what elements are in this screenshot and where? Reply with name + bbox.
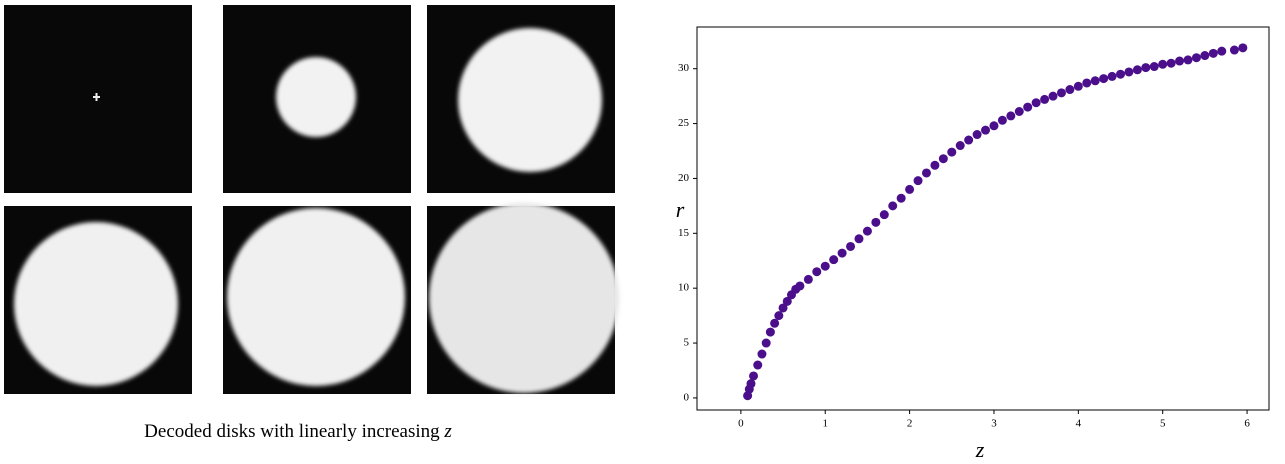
scatter-point <box>1056 88 1066 98</box>
scatter-point <box>1048 91 1058 101</box>
scatter-point <box>774 311 784 321</box>
scatter-point <box>1175 56 1185 66</box>
scatter-point <box>854 234 864 244</box>
x-tick-label: 3 <box>991 418 997 430</box>
scatter-point <box>921 168 931 178</box>
scatter-point <box>1065 85 1075 95</box>
scatter-point <box>1014 107 1024 117</box>
scatter-point <box>812 267 822 277</box>
scatter-point <box>778 303 788 313</box>
y-tick-label: 20 <box>678 172 690 184</box>
scatter-point <box>1208 48 1218 58</box>
scatter-point <box>989 121 999 131</box>
image-1 <box>4 5 192 193</box>
y-axis-label: r <box>676 197 685 222</box>
y-tick-label: 15 <box>678 227 690 239</box>
scatter-point <box>1132 65 1142 75</box>
x-tick-label: 0 <box>738 418 744 430</box>
scatter-point <box>871 217 881 227</box>
scatter-point <box>1229 45 1239 55</box>
scatter-point <box>905 184 915 194</box>
scatter-point <box>896 193 906 203</box>
scatter-point <box>981 125 991 135</box>
scatter-point <box>1141 63 1151 73</box>
scatter-point <box>746 379 756 389</box>
scatter-point <box>846 241 856 251</box>
scatter-point <box>913 176 923 186</box>
scatter-point <box>749 371 759 381</box>
scatter-point <box>879 210 889 220</box>
scatter-point <box>782 296 792 306</box>
scatter-point <box>964 135 974 145</box>
scatter-point <box>862 226 872 236</box>
scatter-point <box>795 281 805 291</box>
scatter-point <box>1031 98 1041 108</box>
y-tick-label: 30 <box>678 62 690 74</box>
scatter-point <box>938 154 948 164</box>
scatter-point <box>1183 55 1193 65</box>
scatter-point <box>955 141 965 151</box>
scatter-point <box>761 338 771 348</box>
scatter-point <box>1006 111 1016 121</box>
disk-2 <box>276 57 356 137</box>
scatter-point <box>1149 62 1159 72</box>
scatter-point <box>1082 78 1092 88</box>
scatter-point <box>1040 94 1050 104</box>
decoded-images <box>4 5 619 394</box>
plot-frame <box>696 26 1270 411</box>
x-tick-label: 6 <box>1244 418 1250 430</box>
disk-6 <box>429 203 619 393</box>
scatter-point <box>757 349 767 359</box>
y-tick-label: 0 <box>684 391 690 403</box>
scatter-point <box>829 255 839 265</box>
y-tick-label: 5 <box>684 337 690 349</box>
scatter-point <box>837 248 847 258</box>
x-tick-label: 4 <box>1076 418 1082 430</box>
scatter-point <box>803 274 813 284</box>
caption-variable: z <box>443 421 452 442</box>
scatter-point <box>947 147 957 157</box>
scatter-point <box>1099 74 1109 84</box>
scatter-point <box>753 360 763 370</box>
scatter-point <box>1073 81 1083 91</box>
caption: Decoded disks with linearly increasing z <box>144 421 452 442</box>
disk-1 <box>93 93 100 101</box>
scatter-point <box>1090 76 1100 86</box>
scatter-point <box>972 130 982 140</box>
disk-3 <box>458 28 602 172</box>
y-tick-label: 10 <box>678 282 690 294</box>
y-tick-label: 25 <box>678 117 690 129</box>
scatter-point <box>1200 51 1210 61</box>
scatter-point <box>1107 71 1117 81</box>
x-tick-label: 1 <box>822 418 828 430</box>
scatter-point <box>1238 43 1248 53</box>
scatter-point <box>765 327 775 337</box>
x-axis-label: z <box>975 437 985 462</box>
x-tick-label: 5 <box>1160 418 1166 430</box>
disk-5 <box>227 208 405 386</box>
scatter-point <box>888 201 898 211</box>
scatter-point <box>1191 53 1201 63</box>
scatter-point <box>1124 67 1134 77</box>
caption-text: Decoded disks with linearly increasing <box>144 421 440 442</box>
scatter-point <box>1158 59 1168 69</box>
scatter-point <box>1217 46 1227 56</box>
scatter-point <box>1116 69 1126 79</box>
x-tick-label: 2 <box>907 418 913 430</box>
scatter-point <box>930 160 940 170</box>
scatter-point <box>770 318 780 328</box>
scatter-point <box>1166 58 1176 68</box>
scatter-point <box>997 115 1007 125</box>
disk-4 <box>14 222 178 386</box>
scatter-point <box>820 261 830 271</box>
scatter-point <box>1023 102 1033 112</box>
